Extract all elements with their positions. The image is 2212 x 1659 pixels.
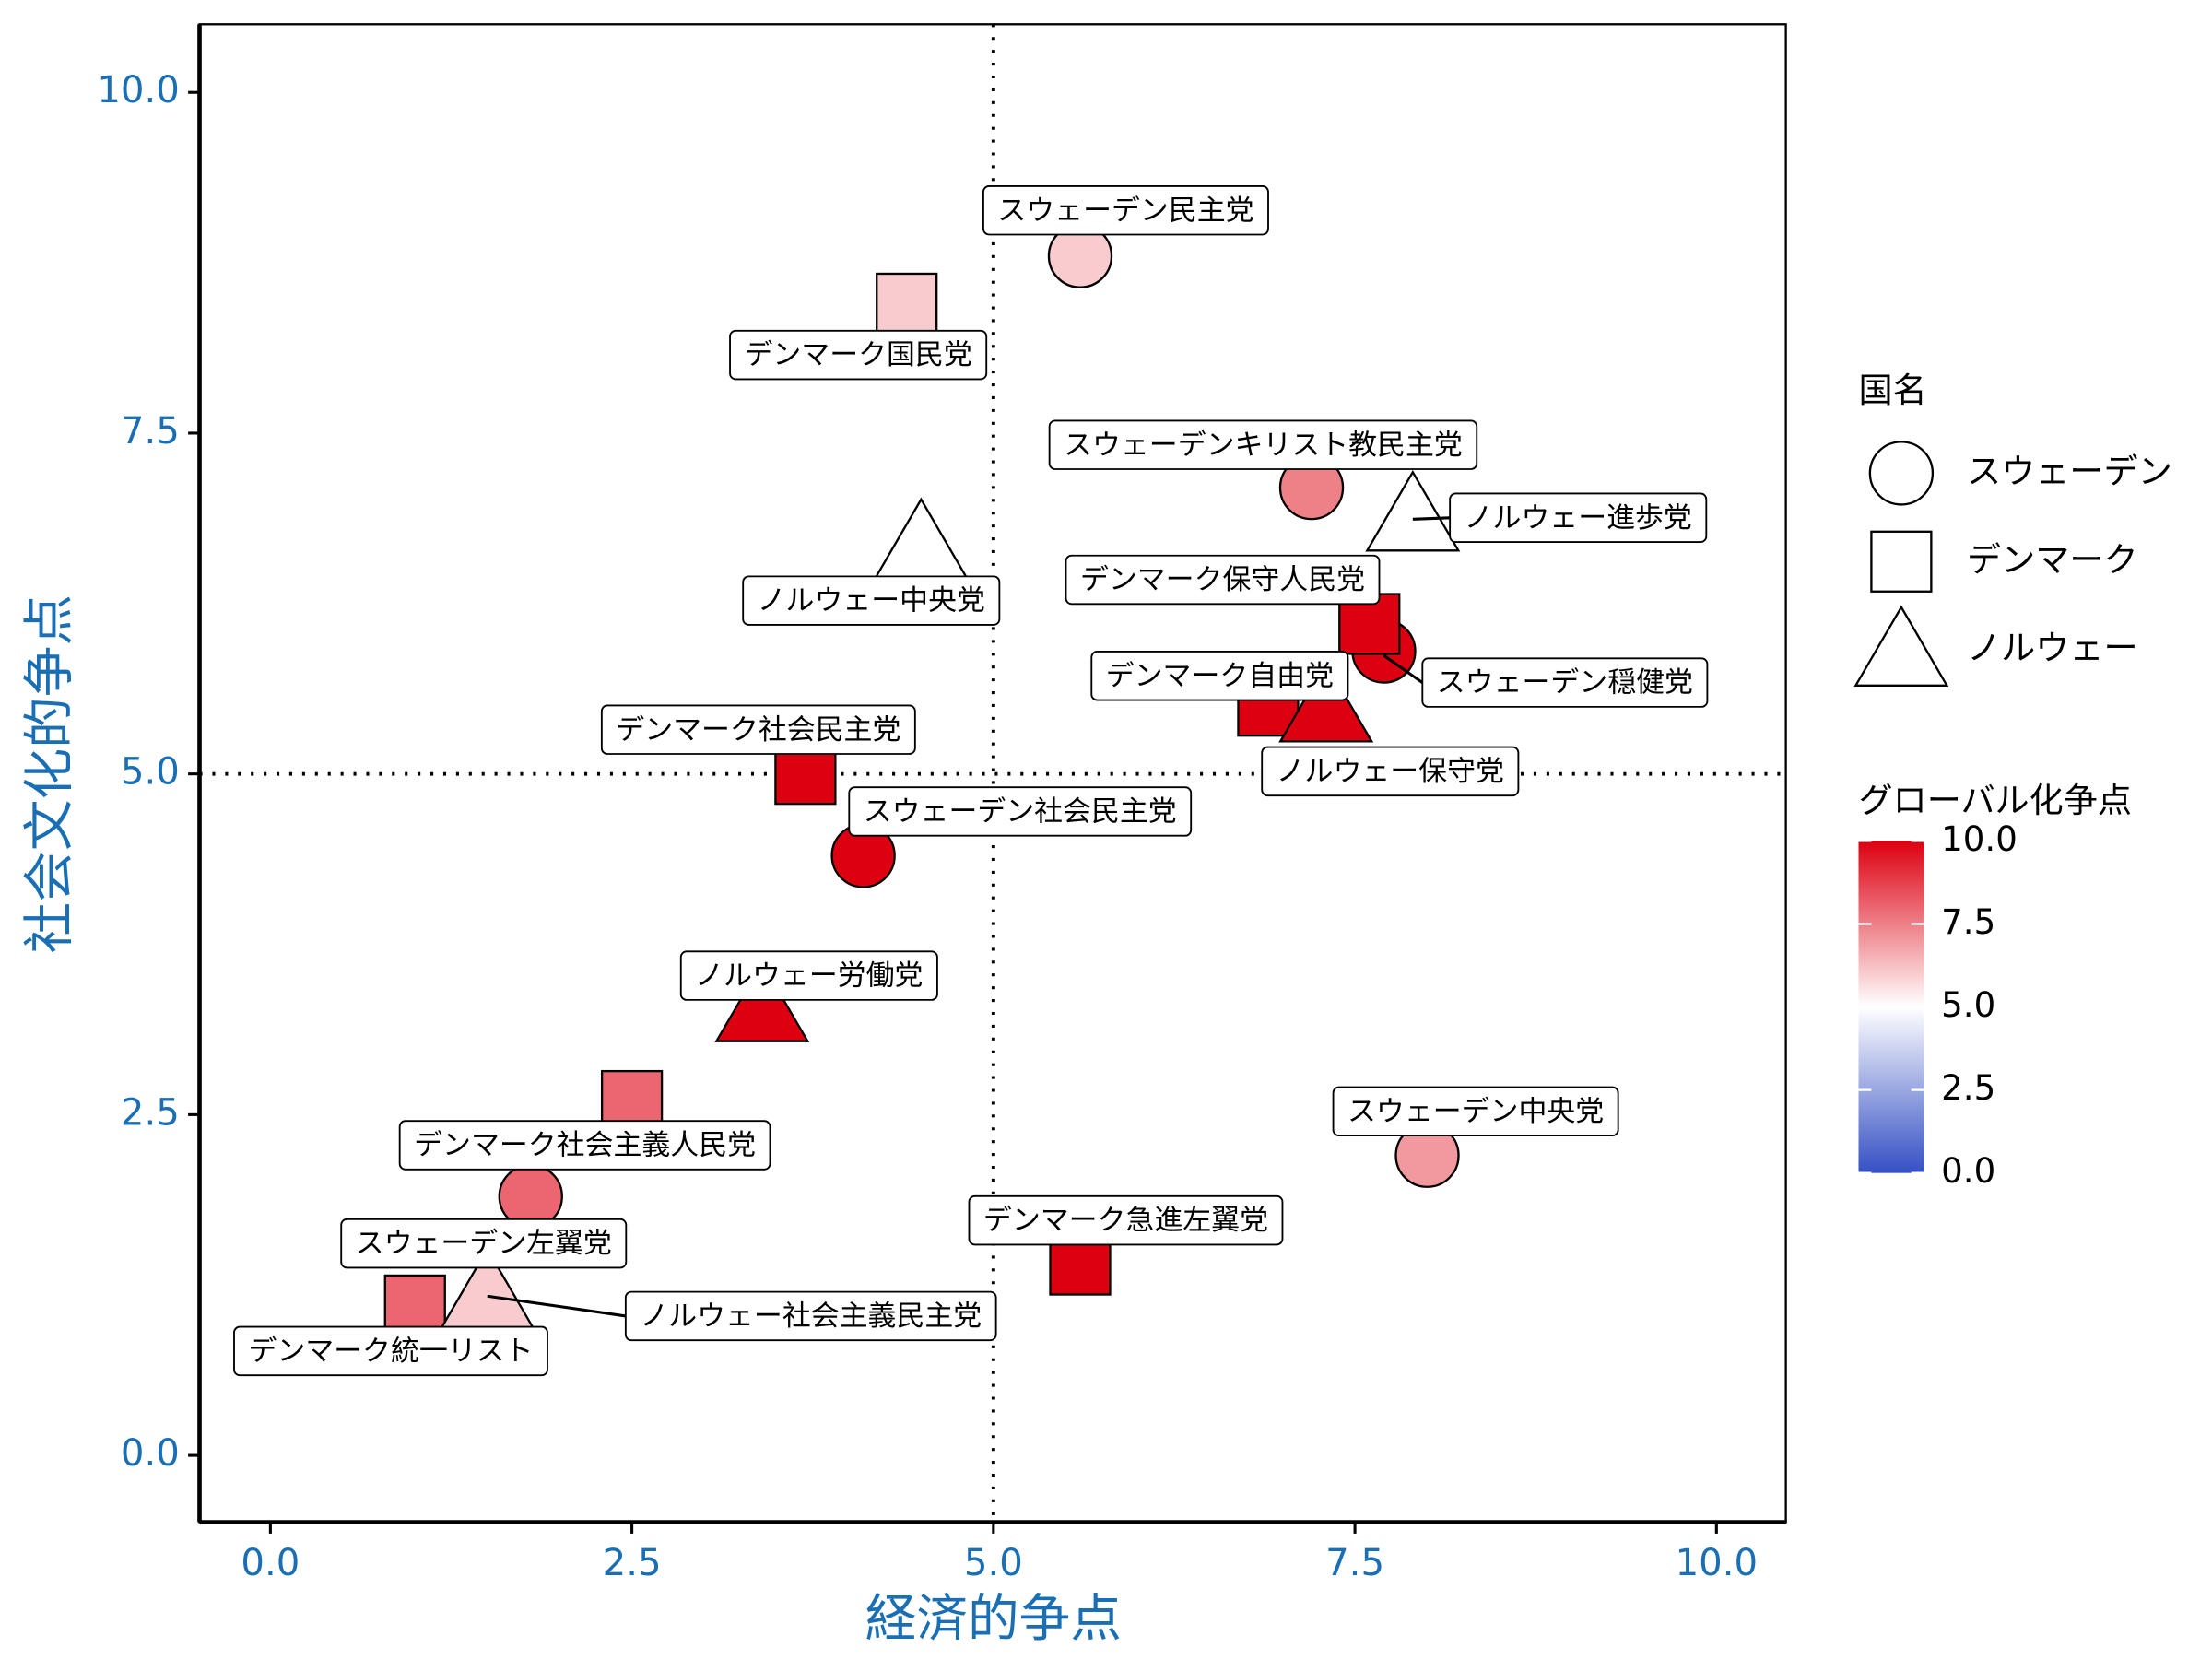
point-label: デンマーク統一リスト <box>248 1335 533 1368</box>
label-box <box>340 1218 628 1269</box>
legend-symbol <box>1853 605 1949 687</box>
label-connector <box>1382 653 1424 684</box>
colorbar-label: 2.5 <box>1941 1068 1995 1108</box>
point <box>714 960 810 1042</box>
label-connector <box>1412 516 1451 521</box>
point-label: ノルウェー中央党 <box>758 584 985 618</box>
y-tick-label: 10.0 <box>97 69 179 112</box>
label-box <box>624 1290 997 1342</box>
point-label: デンマーク自由党 <box>1106 659 1334 692</box>
point-label: デンマーク社会民主党 <box>616 713 900 747</box>
point-label: スウェーデンキリスト教民主党 <box>1064 429 1463 462</box>
legend-label: スウェーデン <box>1967 452 2172 491</box>
label-box <box>1090 651 1349 701</box>
x-tick-label: 10.0 <box>1676 1542 1758 1584</box>
x-tick-label: 0.0 <box>241 1542 300 1584</box>
point-label: スウェーデン社会民主党 <box>864 794 1177 828</box>
y-tick-label: 7.5 <box>121 410 180 453</box>
colorbar-label: 7.5 <box>1941 902 1995 942</box>
label-box <box>1048 419 1478 470</box>
label-box <box>848 786 1193 837</box>
point <box>873 497 969 580</box>
point <box>1365 469 1461 552</box>
y-tick-label: 5.0 <box>121 751 180 794</box>
point-label: デンマーク社会主義人民党 <box>414 1129 756 1162</box>
point-label: スウェーデン穏健党 <box>1437 666 1693 700</box>
point <box>383 1274 446 1337</box>
label-box <box>1421 657 1709 708</box>
colorbar-label: 0.0 <box>1941 1151 1995 1191</box>
point <box>1278 661 1374 743</box>
label-box <box>729 329 988 381</box>
point-label: スウェーデン中央党 <box>1347 1095 1604 1128</box>
y-axis-title: 社会文化的争点 <box>19 594 79 954</box>
legend-label: ノルウェー <box>1967 629 2138 668</box>
shape-legend-title: 国名 <box>1858 371 1926 410</box>
label-box <box>1065 554 1381 606</box>
legend-symbol <box>1868 441 1935 506</box>
legend-label: デンマーク <box>1967 540 2138 580</box>
label-box <box>679 950 938 1001</box>
label-box <box>742 575 1001 626</box>
x-tick-label: 5.0 <box>964 1542 1023 1584</box>
x-axis-title: 経済的争点 <box>865 1589 1122 1649</box>
x-tick-label: 2.5 <box>603 1542 662 1584</box>
label-box <box>1261 746 1520 797</box>
point-label: ノルウェー進歩党 <box>1465 501 1692 535</box>
point-label: デンマーク国民党 <box>745 338 972 371</box>
label-box <box>233 1325 548 1377</box>
point-label: デンマーク急進左翼党 <box>983 1204 1268 1237</box>
point-label: デンマーク保守人民党 <box>1080 563 1365 596</box>
colorbar-label: 5.0 <box>1941 985 1995 1025</box>
color-legend-title: グローバル化争点 <box>1858 781 2132 820</box>
point-label: スウェーデン左翼党 <box>356 1227 612 1260</box>
label-box <box>968 1194 1284 1246</box>
y-tick-label: 0.0 <box>121 1432 180 1475</box>
label-connector <box>487 1294 627 1318</box>
label-box <box>1449 492 1708 543</box>
label-box <box>1332 1086 1619 1137</box>
x-tick-label: 7.5 <box>1325 1542 1384 1584</box>
label-box <box>982 184 1269 236</box>
point-label: ノルウェー保守党 <box>1277 755 1504 788</box>
y-tick-label: 2.5 <box>121 1091 180 1134</box>
point-label: ノルウェー社会主義民主党 <box>640 1300 982 1333</box>
point-label: スウェーデン民主党 <box>997 194 1253 227</box>
colorbar-label: 10.0 <box>1941 819 2018 859</box>
point-label: ノルウェー労働党 <box>695 959 923 993</box>
label-box <box>398 1120 771 1171</box>
legend-symbol <box>1870 530 1933 593</box>
label-box <box>600 704 916 755</box>
point <box>876 272 938 335</box>
